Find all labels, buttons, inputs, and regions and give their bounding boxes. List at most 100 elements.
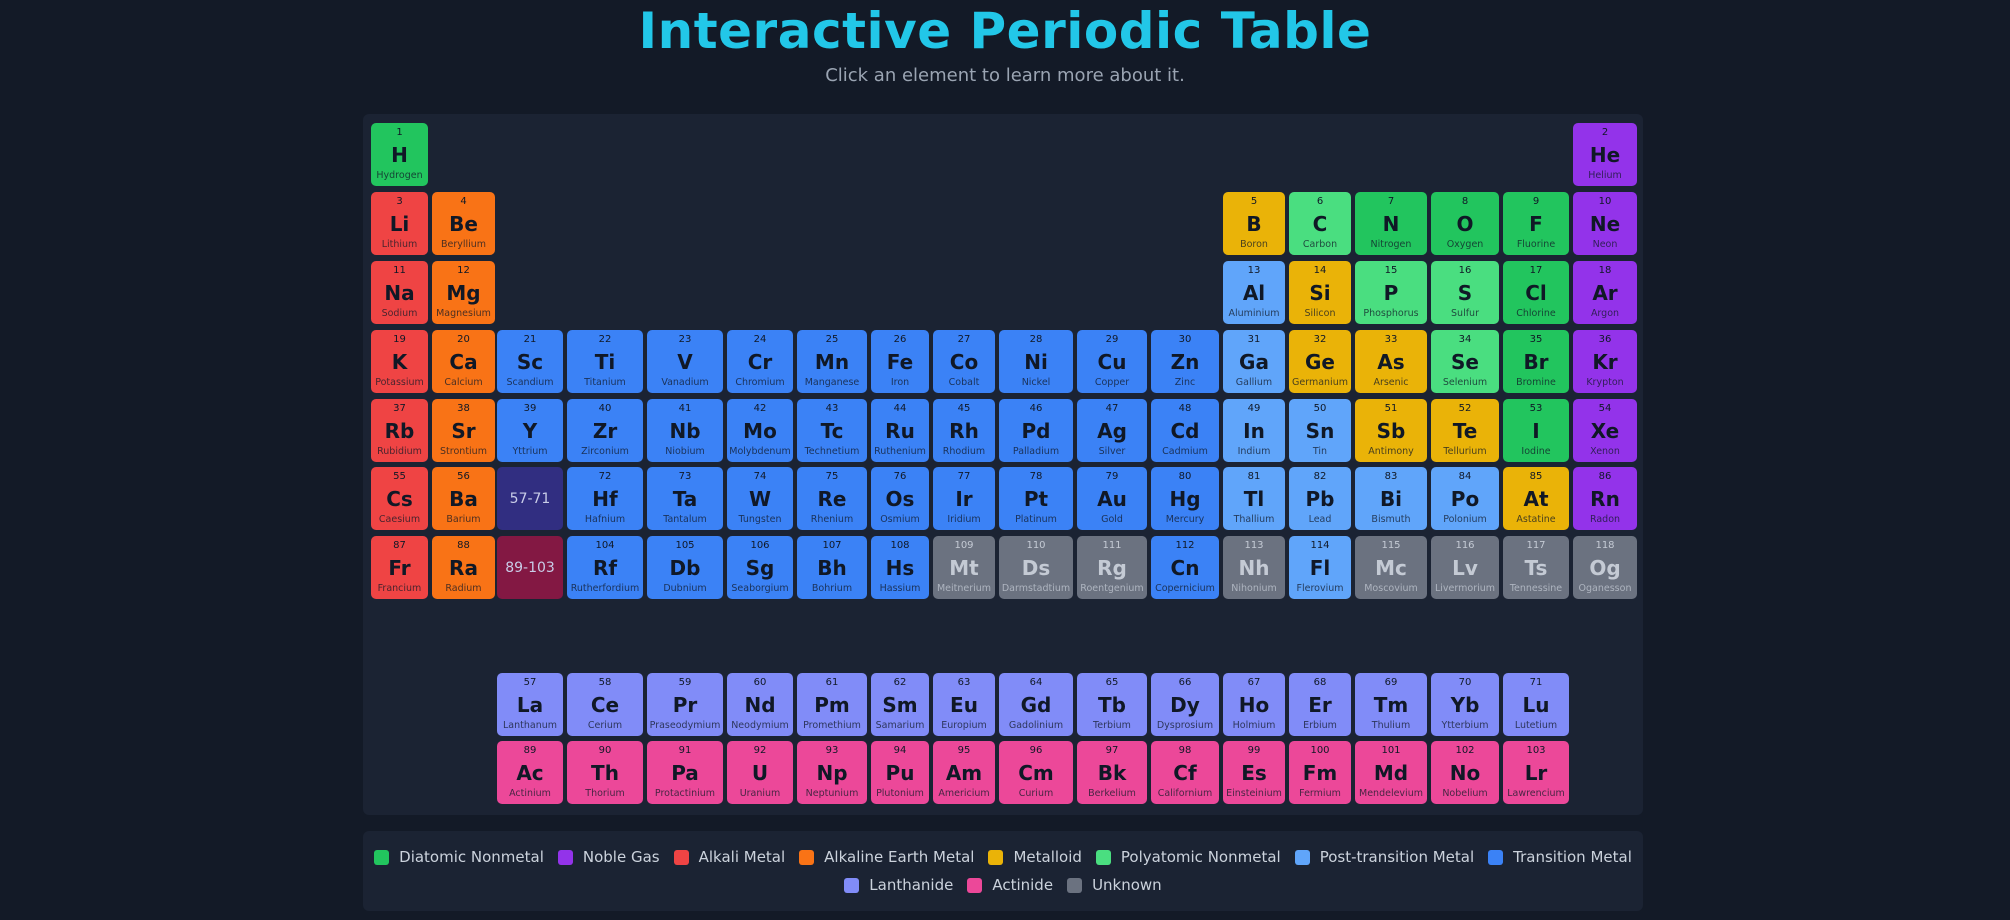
element-protactinium[interactable]: 91 Pa Protactinium: [647, 741, 723, 804]
element-gold[interactable]: 79 Au Gold: [1077, 467, 1147, 530]
element-phosphorus[interactable]: 15 P Phosphorus: [1355, 261, 1427, 324]
element-strontium[interactable]: 38 Sr Strontium: [432, 399, 495, 462]
element-cerium[interactable]: 58 Ce Cerium: [567, 673, 643, 736]
element-rubidium[interactable]: 37 Rb Rubidium: [371, 399, 428, 462]
element-helium[interactable]: 2 He Helium: [1573, 123, 1637, 186]
element-plutonium[interactable]: 94 Pu Plutonium: [871, 741, 929, 804]
element-meitnerium[interactable]: 109 Mt Meitnerium: [933, 536, 995, 599]
element-nitrogen[interactable]: 7 N Nitrogen: [1355, 192, 1427, 255]
element-tin[interactable]: 50 Sn Tin: [1289, 399, 1351, 462]
element-manganese[interactable]: 25 Mn Manganese: [797, 330, 867, 393]
element-hydrogen[interactable]: 1 H Hydrogen: [371, 123, 428, 186]
element-platinum[interactable]: 78 Pt Platinum: [999, 467, 1073, 530]
element-magnesium[interactable]: 12 Mg Magnesium: [432, 261, 495, 324]
element-praseodymium[interactable]: 59 Pr Praseodymium: [647, 673, 723, 736]
element-lawrencium[interactable]: 103 Lr Lawrencium: [1503, 741, 1569, 804]
element-lanthanum[interactable]: 57 La Lanthanum: [497, 673, 563, 736]
element-seaborgium[interactable]: 106 Sg Seaborgium: [727, 536, 793, 599]
element-thallium[interactable]: 81 Tl Thallium: [1223, 467, 1285, 530]
element-technetium[interactable]: 43 Tc Technetium: [797, 399, 867, 462]
element-silver[interactable]: 47 Ag Silver: [1077, 399, 1147, 462]
element-americium[interactable]: 95 Am Americium: [933, 741, 995, 804]
element-cadmium[interactable]: 48 Cd Cadmium: [1151, 399, 1219, 462]
element-radon[interactable]: 86 Rn Radon: [1573, 467, 1637, 530]
element-oxygen[interactable]: 8 O Oxygen: [1431, 192, 1499, 255]
element-calcium[interactable]: 20 Ca Calcium: [432, 330, 495, 393]
element-dubnium[interactable]: 105 Db Dubnium: [647, 536, 723, 599]
element-neodymium[interactable]: 60 Nd Neodymium: [727, 673, 793, 736]
element-terbium[interactable]: 65 Tb Terbium: [1077, 673, 1147, 736]
element-europium[interactable]: 63 Eu Europium: [933, 673, 995, 736]
element-iron[interactable]: 26 Fe Iron: [871, 330, 929, 393]
element-lithium[interactable]: 3 Li Lithium: [371, 192, 428, 255]
element-yttrium[interactable]: 39 Y Yttrium: [497, 399, 563, 462]
element-flerovium[interactable]: 114 Fl Flerovium: [1289, 536, 1351, 599]
element-erbium[interactable]: 68 Er Erbium: [1289, 673, 1351, 736]
element-mendelevium[interactable]: 101 Md Mendelevium: [1355, 741, 1427, 804]
element-hassium[interactable]: 108 Hs Hassium: [871, 536, 929, 599]
element-argon[interactable]: 18 Ar Argon: [1573, 261, 1637, 324]
element-ytterbium[interactable]: 70 Yb Ytterbium: [1431, 673, 1499, 736]
lanthanides-placeholder[interactable]: 57-71: [497, 467, 563, 530]
actinides-placeholder[interactable]: 89-103: [497, 536, 563, 599]
element-nobelium[interactable]: 102 No Nobelium: [1431, 741, 1499, 804]
element-scandium[interactable]: 21 Sc Scandium: [497, 330, 563, 393]
element-sulfur[interactable]: 16 S Sulfur: [1431, 261, 1499, 324]
element-niobium[interactable]: 41 Nb Niobium: [647, 399, 723, 462]
element-zinc[interactable]: 30 Zn Zinc: [1151, 330, 1219, 393]
element-sodium[interactable]: 11 Na Sodium: [371, 261, 428, 324]
element-moscovium[interactable]: 115 Mc Moscovium: [1355, 536, 1427, 599]
element-copper[interactable]: 29 Cu Copper: [1077, 330, 1147, 393]
element-actinium[interactable]: 89 Ac Actinium: [497, 741, 563, 804]
element-berkelium[interactable]: 97 Bk Berkelium: [1077, 741, 1147, 804]
element-iridium[interactable]: 77 Ir Iridium: [933, 467, 995, 530]
element-tungsten[interactable]: 74 W Tungsten: [727, 467, 793, 530]
element-xenon[interactable]: 54 Xe Xenon: [1573, 399, 1637, 462]
element-roentgenium[interactable]: 111 Rg Roentgenium: [1077, 536, 1147, 599]
element-selenium[interactable]: 34 Se Selenium: [1431, 330, 1499, 393]
element-thulium[interactable]: 69 Tm Thulium: [1355, 673, 1427, 736]
element-gallium[interactable]: 31 Ga Gallium: [1223, 330, 1285, 393]
element-titanium[interactable]: 22 Ti Titanium: [567, 330, 643, 393]
element-bismuth[interactable]: 83 Bi Bismuth: [1355, 467, 1427, 530]
element-gadolinium[interactable]: 64 Gd Gadolinium: [999, 673, 1073, 736]
element-lutetium[interactable]: 71 Lu Lutetium: [1503, 673, 1569, 736]
element-potassium[interactable]: 19 K Potassium: [371, 330, 428, 393]
element-silicon[interactable]: 14 Si Silicon: [1289, 261, 1351, 324]
element-livermorium[interactable]: 116 Lv Livermorium: [1431, 536, 1499, 599]
element-uranium[interactable]: 92 U Uranium: [727, 741, 793, 804]
element-dysprosium[interactable]: 66 Dy Dysprosium: [1151, 673, 1219, 736]
element-francium[interactable]: 87 Fr Francium: [371, 536, 428, 599]
element-osmium[interactable]: 76 Os Osmium: [871, 467, 929, 530]
element-aluminium[interactable]: 13 Al Aluminium: [1223, 261, 1285, 324]
element-zirconium[interactable]: 40 Zr Zirconium: [567, 399, 643, 462]
element-ruthenium[interactable]: 44 Ru Ruthenium: [871, 399, 929, 462]
element-rutherfordium[interactable]: 104 Rf Rutherfordium: [567, 536, 643, 599]
element-astatine[interactable]: 85 At Astatine: [1503, 467, 1569, 530]
element-californium[interactable]: 98 Cf Californium: [1151, 741, 1219, 804]
element-barium[interactable]: 56 Ba Barium: [432, 467, 495, 530]
element-tantalum[interactable]: 73 Ta Tantalum: [647, 467, 723, 530]
element-neon[interactable]: 10 Ne Neon: [1573, 192, 1637, 255]
element-caesium[interactable]: 55 Cs Caesium: [371, 467, 428, 530]
element-samarium[interactable]: 62 Sm Samarium: [871, 673, 929, 736]
element-darmstadtium[interactable]: 110 Ds Darmstadtium: [999, 536, 1073, 599]
element-promethium[interactable]: 61 Pm Promethium: [797, 673, 867, 736]
element-palladium[interactable]: 46 Pd Palladium: [999, 399, 1073, 462]
element-lead[interactable]: 82 Pb Lead: [1289, 467, 1351, 530]
element-mercury[interactable]: 80 Hg Mercury: [1151, 467, 1219, 530]
element-rhenium[interactable]: 75 Re Rhenium: [797, 467, 867, 530]
element-beryllium[interactable]: 4 Be Beryllium: [432, 192, 495, 255]
element-bromine[interactable]: 35 Br Bromine: [1503, 330, 1569, 393]
element-radium[interactable]: 88 Ra Radium: [432, 536, 495, 599]
element-krypton[interactable]: 36 Kr Krypton: [1573, 330, 1637, 393]
element-antimony[interactable]: 51 Sb Antimony: [1355, 399, 1427, 462]
element-tennessine[interactable]: 117 Ts Tennessine: [1503, 536, 1569, 599]
element-germanium[interactable]: 32 Ge Germanium: [1289, 330, 1351, 393]
element-cobalt[interactable]: 27 Co Cobalt: [933, 330, 995, 393]
element-nickel[interactable]: 28 Ni Nickel: [999, 330, 1073, 393]
element-chlorine[interactable]: 17 Cl Chlorine: [1503, 261, 1569, 324]
element-arsenic[interactable]: 33 As Arsenic: [1355, 330, 1427, 393]
element-molybdenum[interactable]: 42 Mo Molybdenum: [727, 399, 793, 462]
element-chromium[interactable]: 24 Cr Chromium: [727, 330, 793, 393]
